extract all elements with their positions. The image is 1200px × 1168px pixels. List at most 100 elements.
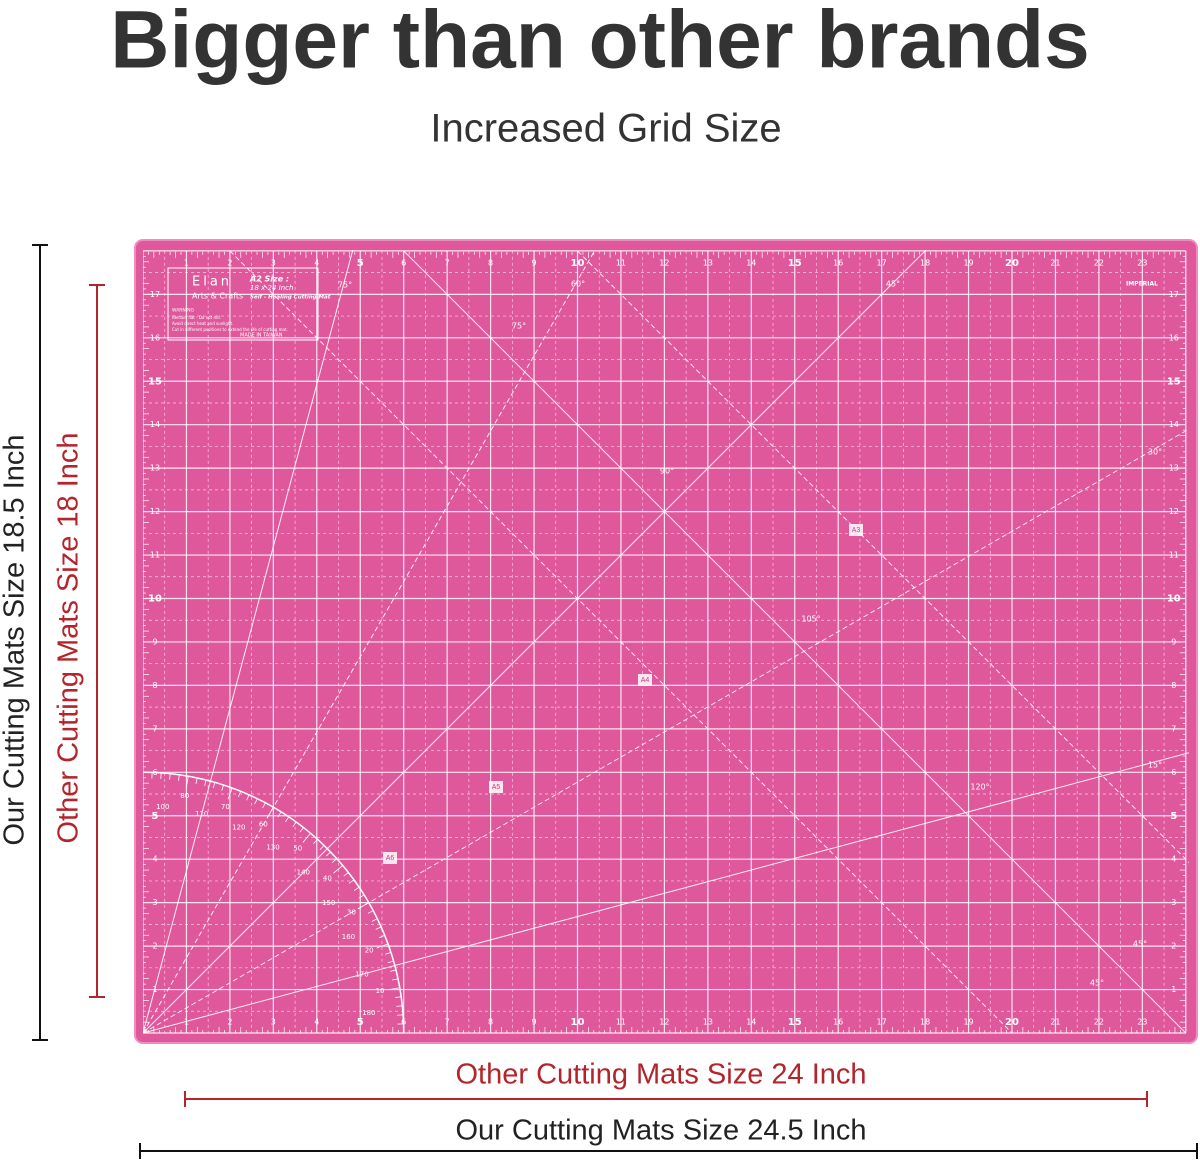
ruler-number: 18 (920, 1018, 930, 1027)
ruler-number: 4 (1171, 855, 1176, 864)
ruler-number: 14 (1169, 420, 1179, 429)
angle-label: 45° (886, 280, 900, 289)
ruler-number: 8 (488, 1018, 493, 1027)
size: 18 x 24 Inch (250, 284, 293, 292)
ruler-number: 4 (314, 1018, 319, 1027)
our-width-label: Our Cutting Mats Size 24.5 Inch (455, 1115, 866, 1147)
ruler-number: 11 (616, 258, 626, 267)
unit: IMPERIAL (1126, 281, 1158, 288)
ruler-number: 4 (152, 855, 157, 864)
ruler-number: 1 (152, 985, 157, 994)
our-height-label: Our Cutting Mats Size 18.5 Inch (0, 434, 31, 845)
protractor-number: 20 (365, 947, 374, 955)
ruler-number: 9 (152, 637, 157, 646)
protractor-number: 110 (195, 810, 208, 818)
ruler-number: 11 (1169, 551, 1179, 560)
ruler-number: 21 (1050, 258, 1060, 267)
brand-sub: Arts & Crafts (192, 292, 243, 301)
ruler-number: 2 (227, 258, 232, 267)
angle-label: 75° (512, 322, 526, 331)
other-height-label: Other Cutting Mats Size 18 Inch (53, 432, 85, 843)
ruler-number: 15 (788, 1017, 802, 1028)
our-height-line (32, 245, 48, 1040)
ruler-number: 1 (1171, 985, 1176, 994)
ruler-number: 23 (1137, 1018, 1147, 1027)
protractor-number: 120 (232, 824, 245, 832)
ruler-number: 6 (1171, 768, 1176, 777)
ruler-number: 6 (152, 768, 157, 777)
ruler-number: 16 (150, 333, 160, 342)
ruler-number: 17 (1169, 290, 1179, 299)
ruler-number: 6 (401, 1018, 406, 1027)
protractor-number: 30 (347, 909, 356, 917)
ruler-number: 2 (227, 1018, 232, 1027)
ruler-number: 5 (357, 1017, 364, 1028)
subtitle: Increased Grid Size (430, 107, 781, 151)
ruler-number: 7 (445, 1018, 450, 1027)
protractor-number: 180 (362, 1009, 375, 1017)
ruler-number: 20 (1005, 258, 1019, 269)
note: Avoid direct heat and sunlight. (172, 321, 233, 326)
ruler-number: 13 (1169, 464, 1179, 473)
protractor-number: 140 (297, 869, 310, 877)
brand: Elan (192, 275, 232, 290)
ruler-number: 14 (746, 258, 756, 267)
protractor-number: 100 (156, 803, 169, 811)
protractor-number: 70 (221, 803, 230, 811)
protractor-number: 50 (293, 845, 302, 853)
ruler-number: 7 (1171, 724, 1176, 733)
ruler-number: 15 (148, 376, 162, 387)
ruler-number: 10 (571, 258, 585, 269)
ruler-number: 1 (184, 1018, 189, 1027)
protractor-number: 160 (342, 933, 355, 941)
ruler-number: 17 (877, 1018, 887, 1027)
size-label: A2 Size : (249, 275, 289, 284)
protractor-number: 150 (322, 899, 335, 907)
protractor-number: 40 (323, 874, 332, 882)
ruler-number: 13 (150, 464, 160, 473)
title: Bigger than other brands (110, 0, 1090, 86)
ruler-number: 5 (152, 811, 159, 822)
ruler-number: 3 (271, 1018, 276, 1027)
angle-label: 75° (338, 281, 352, 290)
ruler-number: 8 (488, 258, 493, 267)
angle-label: 45° (1090, 979, 1104, 988)
angle-label: 120° (970, 783, 989, 792)
ruler-number: 9 (532, 1018, 537, 1027)
ruler-number: 16 (833, 258, 843, 267)
ruler-number: 19 (963, 258, 973, 267)
paper-size: A5 (492, 784, 501, 791)
other-width-label: Other Cutting Mats Size 24 Inch (455, 1059, 866, 1091)
ruler-number: 12 (1169, 507, 1179, 516)
ruler-number: 13 (703, 1018, 713, 1027)
ruler-number: 21 (1050, 1018, 1060, 1027)
ruler-number: 8 (152, 681, 157, 690)
ruler-number: 12 (150, 507, 160, 516)
ruler-number: 13 (703, 258, 713, 267)
ruler-number: 10 (571, 1017, 585, 1028)
ruler-number: 15 (788, 258, 802, 269)
ruler-number: 3 (271, 258, 276, 267)
ruler-number: 16 (833, 1018, 843, 1027)
note: Cut in different positions to extend the… (172, 327, 288, 332)
ruler-number: 16 (1169, 333, 1179, 342)
warning: WARNING (172, 308, 194, 314)
ruler-number: 14 (746, 1018, 756, 1027)
angle-label: 45° (1133, 940, 1147, 949)
ruler-number: 9 (532, 258, 537, 267)
paper-size: A3 (852, 527, 861, 534)
protractor-number: 60 (259, 821, 268, 829)
angle-label: 30° (1148, 448, 1162, 457)
ruler-number: 7 (445, 258, 450, 267)
ruler-number: 15 (1167, 376, 1181, 387)
protractor-number: 80 (180, 792, 189, 800)
protractor-number: 130 (266, 843, 279, 851)
other-width-line (185, 1091, 1147, 1107)
ruler-number: 9 (1171, 637, 1176, 646)
angle-label: 15° (1148, 761, 1162, 770)
ruler-number: 11 (616, 1018, 626, 1027)
ruler-number: 10 (148, 594, 162, 605)
ruler-number: 3 (152, 898, 157, 907)
